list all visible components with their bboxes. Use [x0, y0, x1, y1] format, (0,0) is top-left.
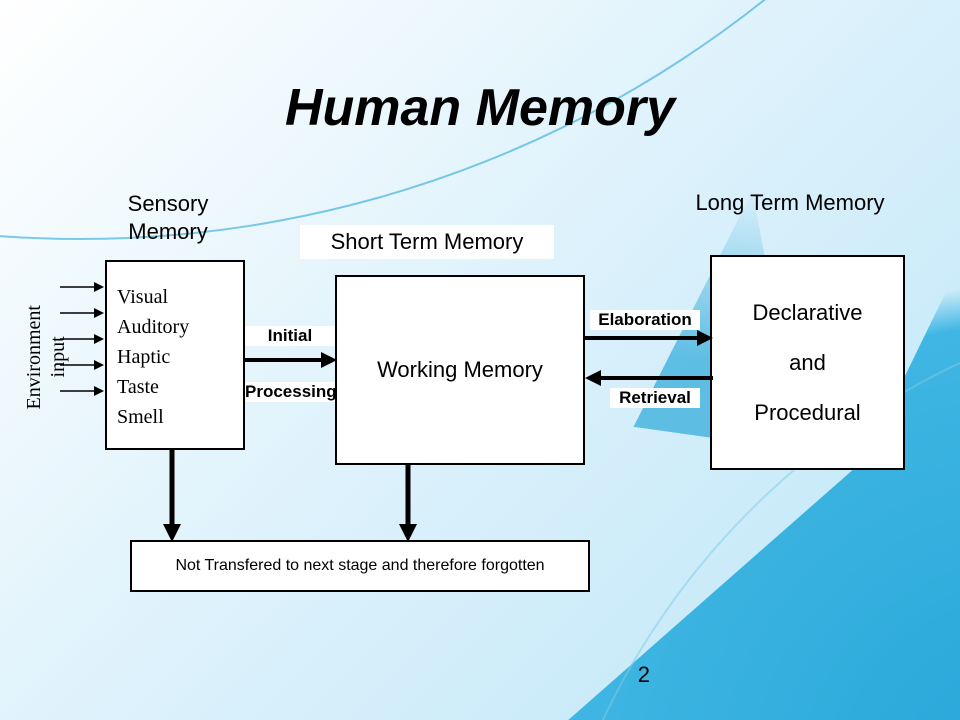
working-memory-box: Working Memory	[335, 275, 585, 465]
slide: Human Memory Sensory Memory Short Term M…	[0, 0, 960, 720]
ltm-line: Declarative	[752, 300, 862, 326]
forgotten-text: Not Transfered to next stage and therefo…	[175, 557, 544, 575]
ltm-line: Procedural	[754, 400, 860, 426]
mini-arrow-icon	[58, 306, 104, 320]
label-retrieval: Retrieval	[610, 388, 700, 408]
env-arrows	[58, 280, 104, 398]
sensory-item: Smell	[117, 402, 235, 432]
page-number: 2	[638, 662, 650, 688]
sensory-memory-box: Visual Auditory Haptic Taste Smell	[105, 260, 245, 450]
arrow-sensory-to-forgotten	[160, 450, 184, 542]
sensory-header: Sensory Memory	[108, 190, 228, 245]
mini-arrow-icon	[58, 280, 104, 294]
sensory-item: Visual	[117, 282, 235, 312]
arrow-ltm-to-stm	[585, 368, 713, 388]
arrow-stm-to-forgotten	[396, 465, 420, 542]
stm-header: Short Term Memory	[300, 225, 554, 259]
sensory-item: Auditory	[117, 312, 235, 342]
arrow-sensory-to-stm	[245, 350, 337, 370]
mini-arrow-icon	[58, 358, 104, 372]
slide-title: Human Memory	[0, 78, 960, 138]
arrow-stm-to-ltm	[585, 328, 713, 348]
stm-content: Working Memory	[377, 357, 543, 383]
label-processing: Processing	[245, 382, 335, 402]
ltm-line: and	[789, 350, 826, 376]
mini-arrow-icon	[58, 332, 104, 346]
sensory-item: Taste	[117, 372, 235, 402]
forgotten-box: Not Transfered to next stage and therefo…	[130, 540, 590, 592]
sensory-item: Haptic	[117, 342, 235, 372]
ltm-header: Long Term Memory	[665, 190, 915, 216]
long-term-memory-box: Declarative and Procedural	[710, 255, 905, 470]
mini-arrow-icon	[58, 384, 104, 398]
label-elaboration: Elaboration	[590, 310, 700, 330]
label-initial: Initial	[245, 326, 335, 346]
